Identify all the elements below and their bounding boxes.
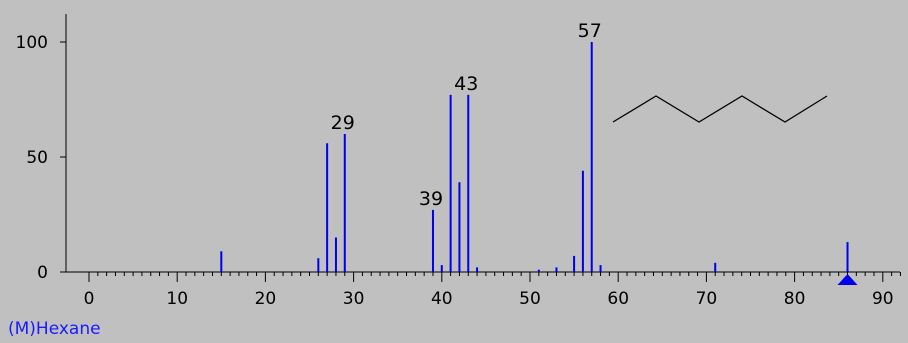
y-tick-label: 0 (37, 263, 48, 283)
x-tick-label: 10 (166, 289, 188, 309)
hexane-structure-icon (612, 95, 828, 123)
peak-label-43: 43 (454, 73, 478, 95)
x-tick-label: 80 (784, 289, 806, 309)
x-tick-label: 40 (431, 289, 453, 309)
x-tick-label: 0 (84, 289, 95, 309)
plot-area: 0 50 100 0 10 20 30 40 50 60 70 80 90 29 39 43 57 (16, 14, 901, 309)
x-tick-label: 60 (607, 289, 629, 309)
molecular-ion-marker-icon (837, 274, 858, 285)
y-tick-label: 100 (16, 33, 48, 53)
y-tick-label: 50 (26, 148, 48, 168)
x-tick-label: 90 (872, 289, 894, 309)
peak-label-39: 39 (419, 188, 443, 210)
x-tick-label: 50 (519, 289, 541, 309)
peak-label-57: 57 (578, 20, 602, 42)
x-tick-label: 30 (343, 289, 365, 309)
peak-label-29: 29 (331, 112, 355, 134)
compound-label: (M)Hexane (8, 319, 101, 339)
x-tick-label: 20 (255, 289, 277, 309)
x-tick-label: 70 (696, 289, 718, 309)
